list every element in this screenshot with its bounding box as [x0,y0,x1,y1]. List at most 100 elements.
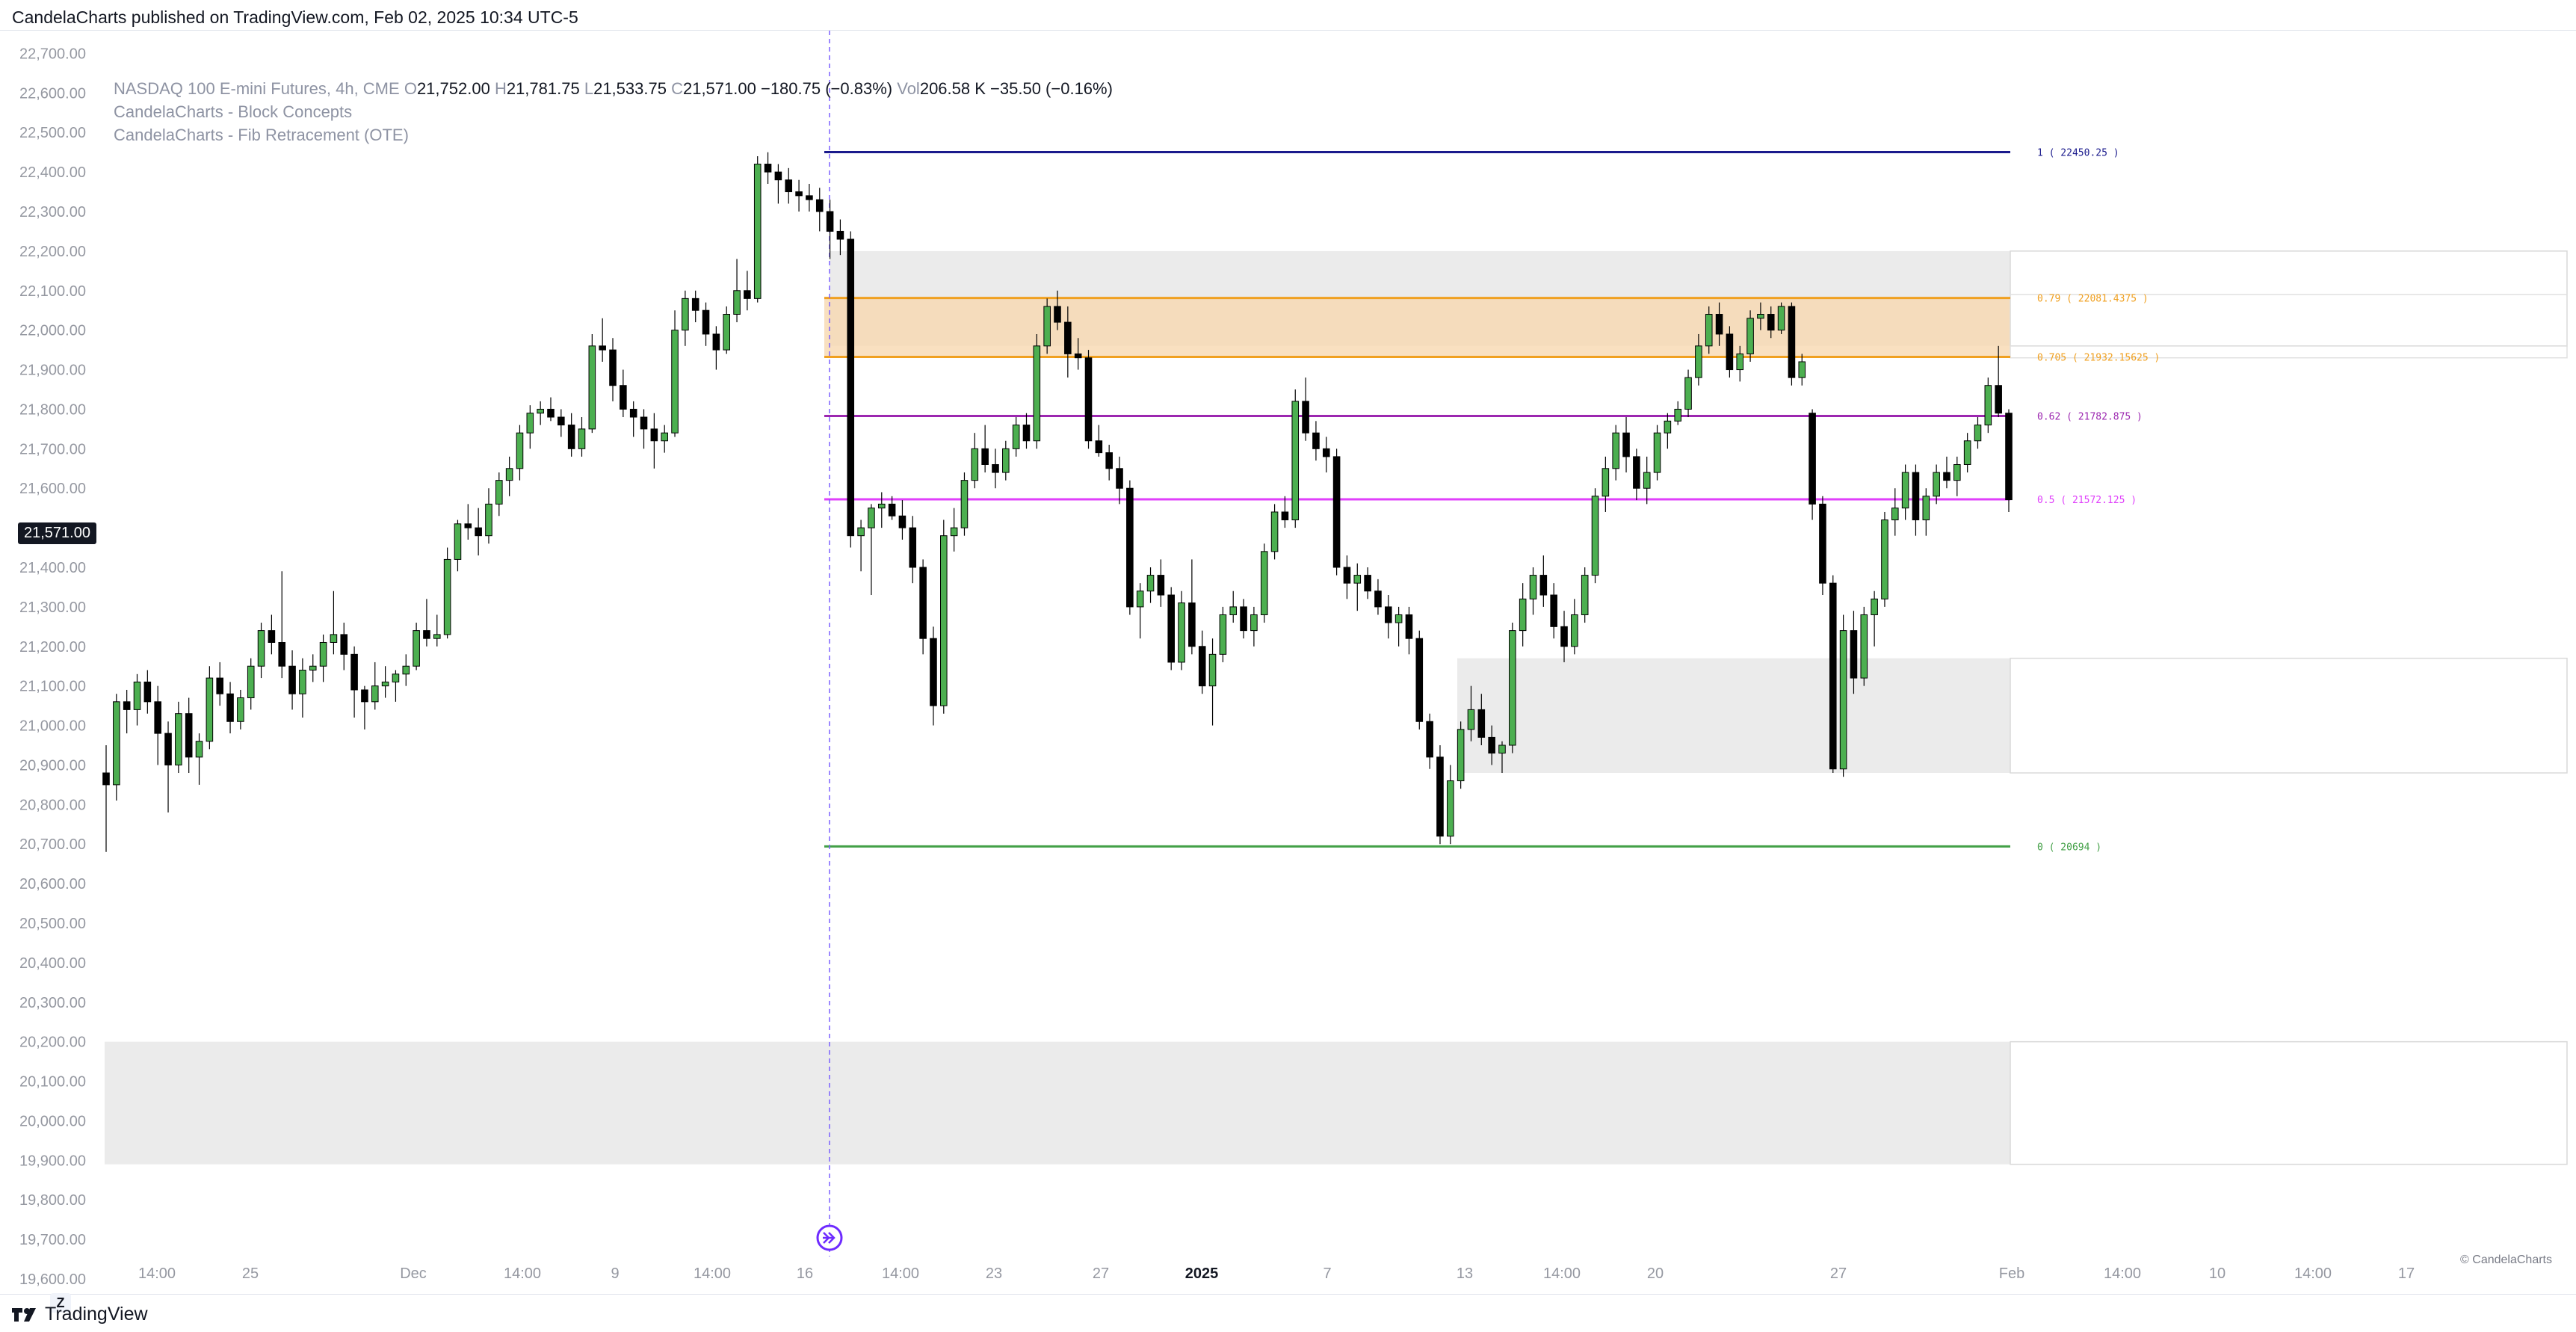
legend-indicator-fib-retracement[interactable]: CandelaCharts - Fib Retracement (OTE) [114,126,409,144]
candle-down [185,713,193,758]
candle-down [340,634,348,655]
candle-down [1550,594,1557,627]
candle-up [1260,551,1268,615]
candle-up [454,523,462,560]
price-tick-label: 20,500.00 [19,916,86,932]
candle-down [2005,413,2013,501]
price-tick-label: 20,900.00 [19,757,86,774]
candle-up [537,408,544,414]
time-tick-label: 13 [1457,1265,1473,1282]
fib-level-label: 0.79 ( 22081.4375 ) [2037,294,2149,305]
price-tick-label: 20,600.00 [19,876,86,892]
price-tick-label: 22,700.00 [19,46,86,62]
candle-up [1881,519,1888,599]
block-zone-extension [2010,1040,2568,1165]
legend-indicator-block-concepts[interactable]: CandelaCharts - Block Concepts [114,102,353,121]
candle-up [371,685,379,703]
candle-up [1581,575,1589,615]
candle-down [930,638,937,706]
candle-up [1757,314,1764,319]
candle-down [691,297,699,311]
candle-up [206,677,214,742]
candle-up [1777,306,1785,331]
candle-up [1178,602,1185,663]
candles-layer [102,152,2013,852]
chart-svg[interactable]: 1 ( 22450.25 ) 0.79 ( 22081.4375 ) 0.705 (… [0,31,2576,1294]
candle-up [1839,630,1847,770]
time-tick-label: 16 [797,1265,813,1282]
candle-down [774,171,782,181]
legend-vol-label: Vol [897,79,920,98]
candle-down [143,681,152,703]
session-marker-icon[interactable] [816,1224,843,1251]
candle-up [309,665,317,671]
candle-up [950,527,958,537]
candle-down [350,653,358,691]
price-tick-label: 21,800.00 [19,401,86,418]
candle-down [1126,487,1134,608]
candle-up [588,345,596,430]
price-tick-label: 20,200.00 [19,1035,86,1051]
candle-down [785,179,793,193]
candle-up [1136,591,1144,608]
candle-up [1736,353,1744,371]
candle-down [464,523,472,528]
candle-down [650,428,658,442]
candle-up [1695,345,1702,378]
candle-up [1746,318,1754,354]
fib-layer: 1 ( 22450.25 ) 0.79 ( 22081.4375 ) 0.705 (… [824,148,2160,853]
candle-up [1591,496,1599,576]
candle-down [1384,606,1392,623]
footer-brand[interactable]: TradingView [45,1304,148,1325]
price-tick-label: 19,800.00 [19,1192,86,1209]
tradingview-logo-icon[interactable] [12,1307,39,1323]
candle-down [1302,401,1309,434]
price-tick-label: 21,100.00 [19,679,86,695]
candle-up [495,480,503,505]
candle-down [909,527,917,568]
price-tick-label: 22,400.00 [19,164,86,181]
price-tick-label: 20,700.00 [19,836,86,853]
candle-up [485,503,492,537]
fib-level-label: 0.5 ( 21572.125 ) [2037,495,2137,506]
candle-up [753,164,762,299]
candle-down [1312,432,1320,449]
candle-up [413,630,420,667]
candle-down [847,238,855,537]
fib-level-label: 0 ( 20694 ) [2037,842,2101,853]
legend-symbol[interactable]: NASDAQ 100 E-mini Futures, 4h, CME [114,79,400,98]
candle-up [578,428,586,449]
candle-down [815,199,824,212]
candle-down [744,290,751,299]
chart-area[interactable]: 1 ( 22450.25 ) 0.79 ( 22081.4375 ) 0.705 (… [0,30,2576,1313]
timezone-button[interactable]: Z [50,1293,71,1313]
legend-open: 21,752.00 [416,79,490,98]
price-tick-label: 20,300.00 [19,995,86,1011]
candle-down [1198,646,1206,687]
candle-down [1240,606,1247,632]
last-price-tag: 21,571.00 [18,522,96,544]
time-tick-label: 14:00 [2294,1265,2332,1282]
legend-low-label: L [584,79,594,98]
time-tick-label: 17 [2398,1265,2415,1282]
candle-down [1943,472,1950,481]
candle-up [1529,575,1537,599]
candle-down [1332,456,1341,568]
candle-up [1612,432,1619,469]
candle-up [682,297,689,331]
candle-down [1374,591,1382,608]
candle-down [640,416,648,430]
candle-down [1850,630,1858,679]
time-tick-label: 14:00 [504,1265,541,1282]
candle-up [1684,377,1692,410]
candle-up [1219,614,1227,655]
candle-up [1353,575,1362,584]
price-tick-label: 22,300.00 [19,204,86,221]
candle-up [1974,425,1982,442]
candle-down [1074,353,1082,359]
ote-zone [824,297,2010,357]
candle-up [237,697,244,722]
time-tick-label: 25 [242,1265,259,1282]
candle-up [133,681,141,710]
candle-up [857,527,865,537]
